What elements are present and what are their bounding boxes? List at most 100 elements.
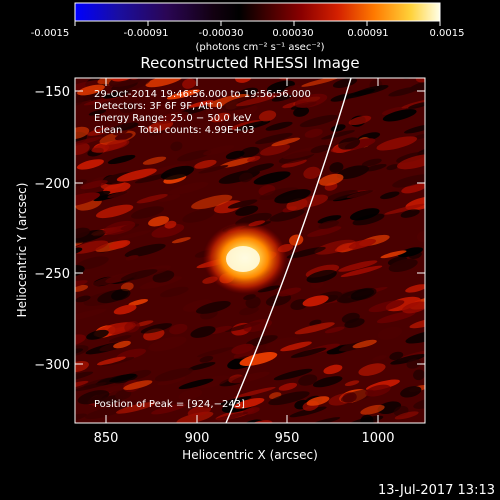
noise-blob [348, 115, 372, 126]
noise-blob [117, 230, 152, 240]
colorbar-units-label: (photons cm⁻² s⁻¹ asec⁻²) [195, 42, 324, 53]
noise-blob [75, 256, 109, 270]
noise-blob [406, 358, 421, 369]
annotation-energy-range: Energy Range: 25.0 − 50.0 keV [94, 113, 251, 124]
noise-blob [160, 165, 195, 180]
noise-blob [103, 220, 136, 235]
noise-blob [176, 411, 214, 423]
noise-blob [318, 220, 340, 229]
noise-blob [130, 206, 165, 219]
noise-blob [203, 145, 235, 156]
peak-position-label: Position of Peak = [924,−243] [94, 399, 245, 410]
noise-blob [206, 412, 249, 423]
noise-blob [364, 163, 387, 172]
noise-blob [259, 187, 298, 201]
x-axis-label: Heliocentric X (arcsec) [182, 448, 318, 462]
noise-blob [187, 405, 212, 417]
noise-blob [101, 357, 135, 366]
noise-blob [281, 159, 307, 168]
noise-blob [352, 339, 377, 349]
noise-blob [75, 413, 87, 423]
noise-blob [235, 205, 259, 216]
noise-blob [178, 378, 214, 390]
noise-blob [156, 111, 189, 124]
noise-blob [269, 209, 305, 222]
annotation-detectors: Detectors: 3F 6F 9F, Att 0 [94, 101, 222, 112]
noise-blob [188, 100, 214, 108]
noise-blob [75, 142, 90, 155]
x-tick-label: 850 [94, 431, 119, 446]
noise-blob [271, 137, 301, 147]
noise-blob [96, 356, 126, 366]
reconstructed-image [75, 78, 425, 423]
noise-blob [77, 84, 105, 96]
noise-blob [115, 402, 156, 414]
plot-frame [74, 77, 426, 424]
noise-blob [239, 146, 260, 158]
noise-blob [113, 304, 137, 315]
noise-blob [318, 173, 344, 186]
noise-blob [120, 269, 158, 281]
noise-blob [168, 182, 209, 195]
y-tick-label: −150 [34, 85, 70, 100]
noise-blob [235, 120, 271, 131]
noise-blob [136, 194, 168, 204]
noise-blob [117, 89, 132, 96]
noise-blob [326, 190, 358, 201]
noise-blob [140, 323, 173, 334]
noise-blob [289, 234, 304, 246]
noise-blob [390, 353, 425, 365]
noise-blob [148, 216, 170, 227]
noise-blob [352, 213, 385, 226]
noise-blob [243, 294, 256, 300]
noise-blob [75, 247, 83, 256]
noise-blob [75, 229, 106, 244]
noise-blob [294, 93, 328, 108]
y-tick-label: −300 [34, 358, 70, 373]
noise-blob [306, 396, 330, 406]
noise-blob [97, 78, 135, 85]
noise-blob [294, 322, 335, 335]
noise-blob [178, 389, 203, 401]
noise-blob [200, 399, 216, 409]
noise-blob [75, 265, 85, 278]
noise-blob [402, 301, 425, 314]
noise-blob [304, 128, 323, 138]
noise-blob [75, 380, 89, 389]
noise-blob [75, 136, 103, 147]
noise-blob [258, 110, 277, 122]
y-axis-ticks [75, 90, 425, 365]
noise-blob [372, 355, 387, 361]
noise-blob [255, 132, 293, 145]
noise-blob [151, 403, 186, 415]
image-noise-pattern [75, 78, 425, 423]
noise-blob [405, 284, 425, 293]
noise-blob [169, 323, 188, 335]
noise-blob [80, 180, 108, 190]
noise-blob [188, 362, 216, 371]
colorbar-tick-label: 0.0015 [430, 28, 465, 39]
noise-blob [265, 293, 292, 307]
noise-blob [397, 247, 424, 258]
noise-blob [381, 106, 407, 116]
noise-blob [107, 191, 130, 198]
noise-blob [198, 165, 229, 174]
footer-timestamp: 13-Jul-2017 13:13 [378, 483, 495, 498]
noise-blob [265, 121, 293, 131]
noise-blob [75, 382, 107, 392]
noise-blob [338, 260, 378, 272]
noise-blob [306, 269, 337, 283]
noise-blob [231, 371, 270, 384]
noise-blob [405, 329, 425, 344]
noise-blob [389, 351, 404, 361]
y-axis-label: Heliocentric Y (arcsec) [15, 183, 29, 318]
noise-blob [75, 126, 90, 140]
colorbar-tick-label: 0.00030 [272, 28, 313, 39]
noise-blob [231, 343, 254, 354]
noise-blob [75, 179, 88, 191]
noise-blob [148, 336, 187, 352]
noise-blob [401, 183, 425, 194]
noise-blob [111, 288, 131, 301]
noise-blob [380, 191, 400, 200]
